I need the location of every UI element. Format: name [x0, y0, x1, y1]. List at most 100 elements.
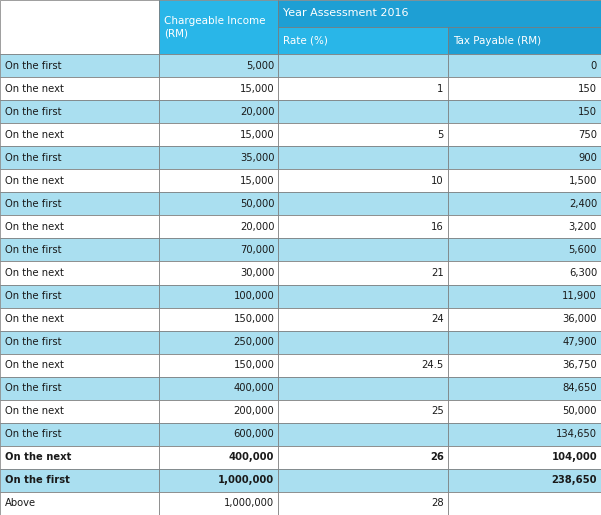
Text: On the next: On the next — [5, 406, 64, 416]
Bar — [448, 446, 601, 469]
Text: On the first: On the first — [5, 383, 61, 393]
Bar — [278, 238, 448, 262]
Bar — [0, 284, 159, 307]
Text: 250,000: 250,000 — [233, 337, 274, 347]
Text: 36,750: 36,750 — [563, 360, 597, 370]
Bar — [278, 215, 448, 238]
Bar — [278, 146, 448, 169]
Text: On the next: On the next — [5, 83, 64, 94]
Bar — [448, 469, 601, 492]
Text: 20,000: 20,000 — [240, 107, 274, 116]
Bar — [159, 54, 278, 77]
Bar — [159, 354, 278, 376]
Text: On the first: On the first — [5, 153, 61, 163]
Bar — [448, 77, 601, 100]
Text: 400,000: 400,000 — [234, 383, 274, 393]
Bar — [159, 192, 278, 215]
Text: On the first: On the first — [5, 199, 61, 209]
Bar — [278, 169, 448, 192]
Text: 11,900: 11,900 — [563, 291, 597, 301]
Text: 16: 16 — [431, 222, 444, 232]
Bar — [448, 54, 601, 77]
Bar — [0, 0, 159, 54]
Bar — [448, 123, 601, 146]
Bar — [159, 169, 278, 192]
Bar — [0, 169, 159, 192]
Text: On the next: On the next — [5, 176, 64, 186]
Bar — [448, 215, 601, 238]
Text: 15,000: 15,000 — [240, 130, 274, 140]
Bar — [0, 262, 159, 284]
Bar — [448, 262, 601, 284]
Bar — [159, 0, 278, 54]
Bar — [0, 146, 159, 169]
Text: 10: 10 — [431, 176, 444, 186]
Text: 36,000: 36,000 — [563, 314, 597, 324]
Bar — [278, 100, 448, 123]
Bar — [448, 354, 601, 376]
Text: 238,650: 238,650 — [552, 475, 597, 486]
Text: Year Assessment 2016: Year Assessment 2016 — [283, 9, 409, 19]
Text: Chargeable Income
(RM): Chargeable Income (RM) — [164, 16, 266, 38]
Text: 600,000: 600,000 — [234, 430, 274, 439]
Bar — [278, 446, 448, 469]
Bar — [159, 376, 278, 400]
Text: On the first: On the first — [5, 107, 61, 116]
Bar — [448, 100, 601, 123]
Text: 2,400: 2,400 — [569, 199, 597, 209]
Text: On the next: On the next — [5, 268, 64, 278]
Bar — [448, 284, 601, 307]
Text: On the first: On the first — [5, 245, 61, 255]
Text: 1,000,000: 1,000,000 — [218, 475, 274, 486]
Bar — [0, 123, 159, 146]
Text: 900: 900 — [578, 153, 597, 163]
Bar — [0, 77, 159, 100]
Bar — [278, 376, 448, 400]
Text: 104,000: 104,000 — [551, 452, 597, 462]
Bar — [0, 423, 159, 446]
Text: 28: 28 — [431, 499, 444, 508]
Text: 20,000: 20,000 — [240, 222, 274, 232]
Text: On the next: On the next — [5, 452, 72, 462]
Text: 750: 750 — [578, 130, 597, 140]
Text: 5,000: 5,000 — [246, 61, 274, 71]
Text: On the first: On the first — [5, 475, 70, 486]
Text: 24.5: 24.5 — [421, 360, 444, 370]
Text: 200,000: 200,000 — [234, 406, 274, 416]
Bar — [278, 492, 448, 515]
Bar — [159, 492, 278, 515]
Text: 400,000: 400,000 — [229, 452, 274, 462]
Bar — [448, 169, 601, 192]
Text: 50,000: 50,000 — [240, 199, 274, 209]
Bar — [278, 27, 448, 54]
Bar — [0, 354, 159, 376]
Text: 25: 25 — [431, 406, 444, 416]
Text: 84,650: 84,650 — [563, 383, 597, 393]
Text: On the next: On the next — [5, 222, 64, 232]
Bar — [0, 54, 159, 77]
Bar — [278, 284, 448, 307]
Bar — [0, 492, 159, 515]
Bar — [278, 123, 448, 146]
Bar — [278, 77, 448, 100]
Bar — [159, 284, 278, 307]
Text: On the next: On the next — [5, 314, 64, 324]
Bar — [159, 307, 278, 331]
Bar — [278, 423, 448, 446]
Bar — [159, 446, 278, 469]
Bar — [159, 423, 278, 446]
Text: 134,650: 134,650 — [556, 430, 597, 439]
Text: 3,200: 3,200 — [569, 222, 597, 232]
Text: On the first: On the first — [5, 430, 61, 439]
Text: 5: 5 — [438, 130, 444, 140]
Bar — [448, 192, 601, 215]
Bar — [448, 331, 601, 354]
Text: On the first: On the first — [5, 337, 61, 347]
Bar — [448, 307, 601, 331]
Text: 1: 1 — [438, 83, 444, 94]
Bar — [448, 376, 601, 400]
Text: 15,000: 15,000 — [240, 176, 274, 186]
Bar — [278, 0, 601, 27]
Text: On the first: On the first — [5, 61, 61, 71]
Bar — [159, 262, 278, 284]
